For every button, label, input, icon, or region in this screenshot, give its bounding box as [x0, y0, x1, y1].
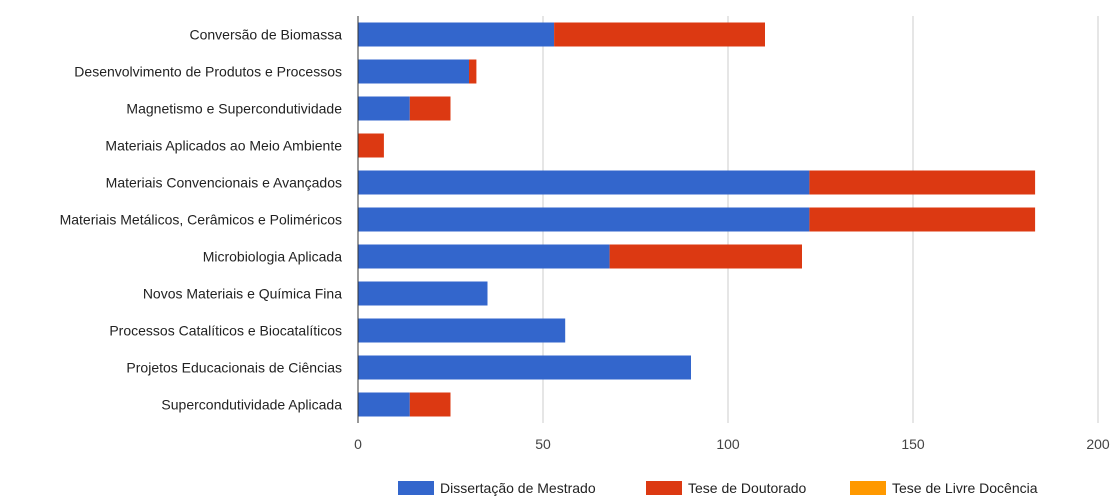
category-label: Supercondutividade Aplicada [161, 397, 342, 413]
category-labels: Conversão de Biomassa Desenvolvimento de … [60, 27, 343, 413]
bar-segment [358, 22, 555, 47]
bar-segment [358, 170, 810, 195]
x-tick-label: 100 [716, 436, 740, 452]
category-label: Materiais Aplicados ao Meio Ambiente [105, 138, 342, 154]
legend-label: Tese de Doutorado [688, 480, 807, 496]
bar-segment [358, 355, 691, 380]
bar-segment [809, 207, 1036, 232]
bar-segment [409, 392, 451, 417]
category-label: Magnetismo e Supercondutividade [126, 101, 342, 117]
legend-label: Tese de Livre Docência [892, 480, 1038, 496]
category-label: Desenvolvimento de Produtos e Processos [74, 64, 342, 80]
bars [358, 22, 1036, 417]
bar-segment [358, 244, 610, 269]
x-tick-label: 200 [1086, 436, 1110, 452]
bar-segment [358, 392, 410, 417]
x-tick-label: 150 [901, 436, 925, 452]
legend-swatch [850, 481, 886, 495]
legend-swatch [646, 481, 682, 495]
legend-label: Dissertação de Mestrado [440, 480, 596, 496]
category-label: Projetos Educacionais de Ciências [126, 360, 342, 376]
category-label: Microbiologia Aplicada [203, 249, 343, 265]
category-label: Processos Catalíticos e Biocatalíticos [109, 323, 342, 339]
x-tick-label: 50 [535, 436, 551, 452]
bar-segment [358, 207, 810, 232]
bar-segment [358, 96, 410, 121]
category-label: Materiais Convencionais e Avançados [106, 175, 342, 191]
bar-segment [358, 133, 384, 158]
category-label: Materiais Metálicos, Cerâmicos e Polimér… [60, 212, 342, 228]
bar-segment [409, 96, 451, 121]
x-tick-labels: 0 50 100 150 200 [354, 436, 1110, 452]
bar-segment [469, 59, 477, 84]
bar-segment [358, 318, 566, 343]
category-label: Novos Materiais e Química Fina [143, 286, 342, 302]
category-label: Conversão de Biomassa [189, 27, 342, 43]
legend: Dissertação de Mestrado Tese de Doutorado… [398, 480, 1038, 496]
bar-segment [609, 244, 802, 269]
bar-segment [358, 281, 488, 306]
bar-segment [554, 22, 765, 47]
x-tick-label: 0 [354, 436, 362, 452]
bar-segment [358, 59, 469, 84]
legend-swatch [398, 481, 434, 495]
bar-segment [809, 170, 1036, 195]
